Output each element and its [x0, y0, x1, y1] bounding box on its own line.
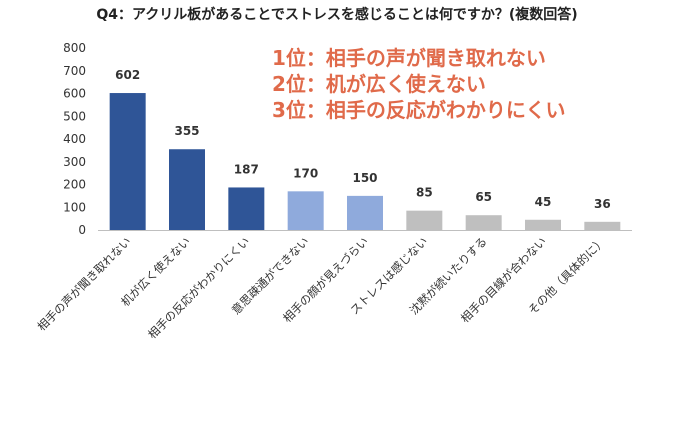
bar-value-label: 36: [594, 197, 611, 211]
bar: [109, 93, 146, 230]
y-tick-label: 600: [63, 87, 86, 101]
bar-value-label: 65: [475, 190, 492, 204]
y-tick-label: 500: [63, 109, 86, 123]
rank-3-annotation: 3位：相手の反応がわかりにくい: [272, 98, 566, 122]
bar-value-label: 187: [234, 162, 259, 176]
value-labels: 602 355 187 170 150 85 65 45 36: [115, 68, 611, 211]
bar-value-label: 170: [293, 166, 318, 180]
y-axis: 0 100 200 300 400 500 600 700 800: [63, 41, 86, 237]
bar: [525, 219, 561, 230]
bar: [347, 195, 383, 230]
bars: [109, 93, 621, 230]
bar: [169, 149, 205, 230]
y-tick-label: 100: [63, 200, 86, 214]
y-tick-label: 200: [63, 178, 86, 192]
bar: [287, 191, 324, 230]
bar-value-label: 85: [416, 186, 433, 200]
x-axis-labels: 相手の声が聞き取れない机が広く使えない相手の反応がわかりにくい意思疎通ができない…: [34, 234, 608, 341]
bar-value-label: 150: [352, 171, 377, 185]
x-tick-label: 相手の反応がわかりにくい: [145, 234, 252, 341]
rank-2-annotation: 2位：机が広く使えない: [272, 72, 486, 96]
bar-value-label: 355: [174, 124, 199, 138]
chart-title: Q4：アクリル板があることでストレスを感じることは何ですか？(複数回答): [96, 7, 578, 23]
rank-1-annotation: 1位：相手の声が聞き取れない: [272, 46, 546, 70]
y-tick-label: 300: [63, 155, 86, 169]
y-tick-label: 400: [63, 132, 86, 146]
bar: [228, 187, 265, 230]
bar: [406, 210, 443, 230]
y-tick-label: 700: [63, 64, 86, 78]
y-tick-label: 0: [78, 223, 86, 237]
bar: [465, 215, 502, 230]
bar-value-label: 602: [115, 68, 140, 82]
bar-value-label: 45: [535, 195, 552, 209]
x-tick-label: 相手の声が聞き取れない: [34, 234, 133, 333]
bar: [584, 221, 621, 230]
y-tick-label: 800: [63, 41, 86, 55]
